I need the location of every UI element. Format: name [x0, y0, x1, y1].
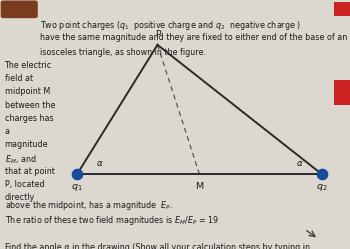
Text: magnitude: magnitude	[5, 140, 48, 149]
Text: midpoint M: midpoint M	[5, 87, 50, 96]
Text: Find the angle α in the drawing (Show all your calculation steps by typing in: Find the angle α in the drawing (Show al…	[5, 243, 309, 249]
Text: Two point charges ($q_1$  positive charge and $q_2$  negative charge ): Two point charges ($q_1$ positive charge…	[40, 19, 301, 32]
Text: $E_M$, and: $E_M$, and	[5, 153, 36, 166]
Text: M: M	[195, 182, 204, 191]
Text: have the same magnitude and they are fixed to either end of the base of an: have the same magnitude and they are fix…	[40, 33, 348, 42]
Text: The ratio of these two field magnitudes is $E_M$/$E_P$ = 19: The ratio of these two field magnitudes …	[5, 214, 219, 227]
Text: between the: between the	[5, 101, 55, 110]
Bar	[334, 2, 350, 16]
Text: P, located: P, located	[5, 180, 44, 189]
Text: that at point: that at point	[5, 167, 55, 176]
Text: $q_2$: $q_2$	[316, 182, 328, 193]
FancyBboxPatch shape	[1, 0, 38, 18]
Text: above the midpoint, has a magnitude  $E_P$.: above the midpoint, has a magnitude $E_P…	[5, 199, 173, 212]
Text: The electric: The electric	[5, 61, 52, 70]
Point	[319, 172, 325, 176]
Text: field at: field at	[5, 74, 33, 83]
Text: P: P	[155, 30, 160, 39]
Text: α: α	[297, 159, 303, 168]
Text: charges has: charges has	[5, 114, 53, 123]
Text: α: α	[96, 159, 102, 168]
Text: directly: directly	[5, 193, 35, 202]
Text: isosceles triangle, as shown in the figure.: isosceles triangle, as shown in the figu…	[40, 48, 206, 57]
Bar	[334, 80, 350, 105]
Text: $q_1$: $q_1$	[71, 182, 83, 193]
Point	[74, 172, 80, 176]
Text: a: a	[5, 127, 9, 136]
